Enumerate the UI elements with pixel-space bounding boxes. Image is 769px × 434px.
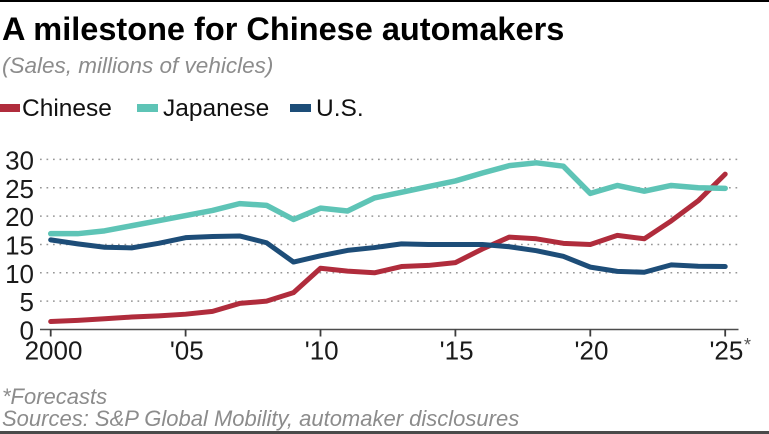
svg-text:0: 0 <box>20 316 34 346</box>
svg-text:'05: '05 <box>170 336 204 366</box>
svg-text:5: 5 <box>20 287 34 317</box>
svg-text:'20: '20 <box>575 336 609 366</box>
svg-text:10: 10 <box>5 259 34 289</box>
svg-text:2000: 2000 <box>25 336 83 366</box>
svg-text:'15: '15 <box>440 336 474 366</box>
svg-text:'25: '25 <box>709 336 743 366</box>
svg-text:25: 25 <box>5 174 34 204</box>
svg-text:20: 20 <box>5 202 34 232</box>
svg-text:'10: '10 <box>305 336 339 366</box>
svg-text:30: 30 <box>5 145 34 175</box>
svg-text:*: * <box>744 335 751 355</box>
svg-text:15: 15 <box>5 230 34 260</box>
